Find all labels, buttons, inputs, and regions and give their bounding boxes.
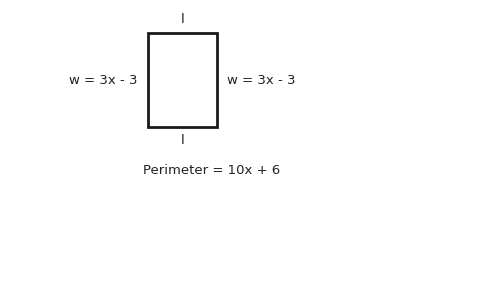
- Text: l: l: [180, 134, 184, 147]
- Text: w = 3x - 3: w = 3x - 3: [227, 74, 296, 87]
- Text: l: l: [180, 13, 184, 26]
- Text: Perimeter = 10x + 6: Perimeter = 10x + 6: [143, 164, 280, 176]
- Bar: [148, 33, 217, 127]
- Text: w = 3x - 3: w = 3x - 3: [70, 74, 138, 87]
